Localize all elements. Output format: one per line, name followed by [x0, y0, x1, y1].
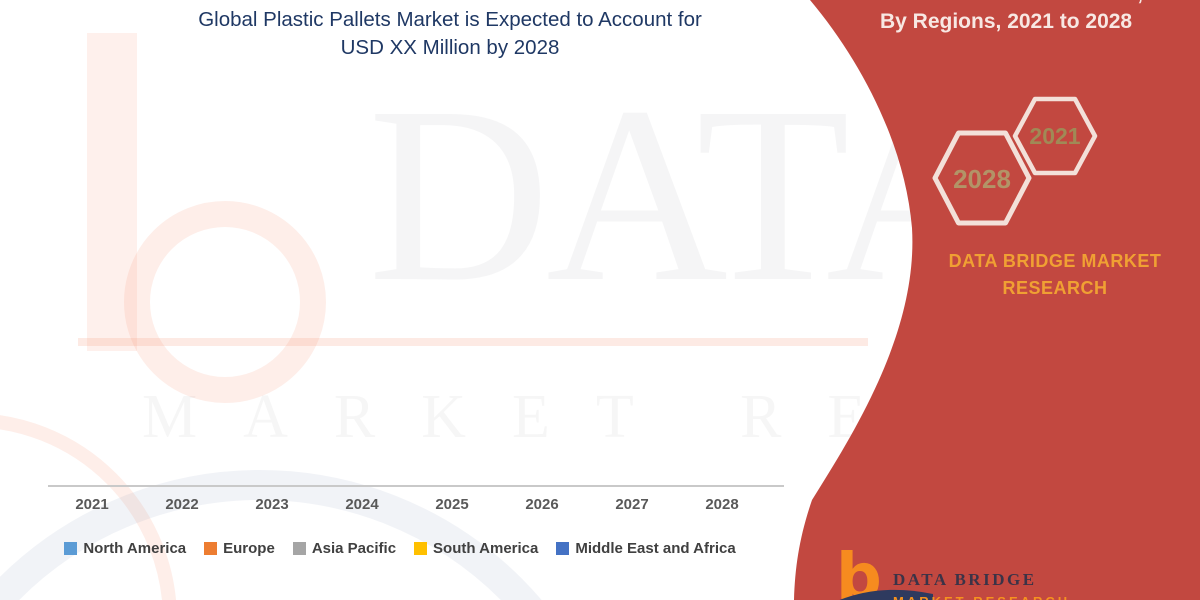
chart-title-line1: Global Plastic Pallets Market is Expecte…	[198, 8, 702, 31]
chart-title: Global Plastic Pallets Market is Expecte…	[50, 6, 850, 62]
legend-label: Middle East and Africa	[575, 540, 736, 557]
legend-swatch	[292, 542, 306, 555]
legend-swatch	[414, 542, 428, 555]
legend-label: Europe	[223, 540, 275, 557]
legend-swatch	[556, 542, 570, 555]
x-tick-label-2027: 2027	[615, 496, 649, 513]
legend-swatch	[204, 542, 218, 555]
x-tick-label-2023: 2023	[255, 496, 289, 513]
x-tick-label-2024: 2024	[345, 496, 379, 513]
legend-swatch	[64, 542, 78, 555]
x-tick-label-2028: 2028	[705, 496, 739, 513]
legend-item-europe: Europe	[204, 540, 275, 557]
x-axis-line	[48, 485, 784, 487]
legend-label: North America	[83, 540, 187, 557]
x-tick-label-2022: 2022	[165, 496, 199, 513]
chart-title-line2: USD XX Million by 2028	[340, 36, 560, 59]
chart-legend: North America Europe Asia Pacific South Ame…	[20, 540, 780, 557]
legend-item-asia-pacific: Asia Pacific	[292, 540, 397, 557]
x-tick-label-2025: 2025	[435, 496, 469, 513]
legend-item-middle-east-and-africa: Middle East and Africa	[556, 540, 736, 557]
x-tick-label-2021: 2021	[75, 496, 109, 513]
legend-item-north-america: North America	[64, 540, 186, 557]
legend-label: Asia Pacific	[311, 540, 397, 557]
x-tick-label-2026: 2026	[525, 496, 559, 513]
legend-label: South America	[433, 540, 539, 557]
legend-item-south-america: South America	[414, 540, 538, 557]
